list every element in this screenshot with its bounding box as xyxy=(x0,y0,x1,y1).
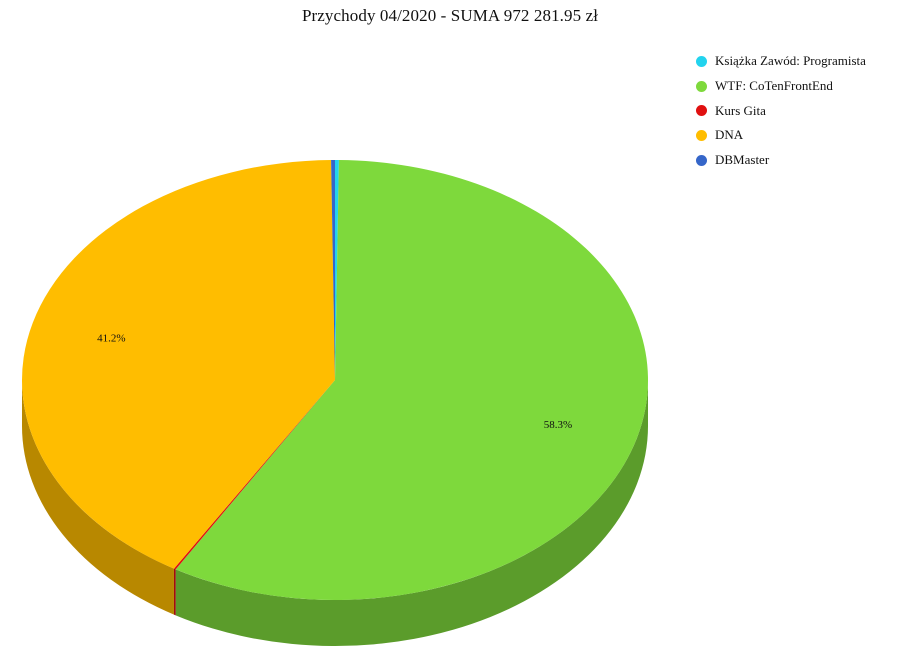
slice-label-wtf-cotenfrontend: 58.3% xyxy=(544,419,572,431)
legend-swatch xyxy=(696,154,707,166)
pie-side-wtf-cotenfrontend xyxy=(175,380,648,646)
pie-slice-dbmaster[interactable] xyxy=(331,160,335,380)
pie-slice-dna[interactable] xyxy=(22,160,335,569)
legend: Książka Zawód: Programista WTF: CoTenFron… xyxy=(696,49,866,172)
slice-label-dna: 41.2% xyxy=(97,333,125,345)
pie-side-kurs-gita xyxy=(173,568,176,616)
legend-swatch xyxy=(696,129,707,141)
chart-title: Przychody 04/2020 - SUMA 972 281.95 zł xyxy=(301,6,599,25)
pie-slice-ksi-ka-zaw-d-programista[interactable] xyxy=(335,160,339,380)
legend-label: DNA xyxy=(715,127,744,143)
legend-item-kurs-gita[interactable]: Kurs Gita xyxy=(696,98,866,123)
pie-side-dna xyxy=(22,380,174,615)
pie-slice-kurs-gita[interactable] xyxy=(173,380,335,570)
legend-label: Kurs Gita xyxy=(715,102,766,118)
legend-swatch xyxy=(696,105,707,117)
legend-label: WTF: CoTenFrontEnd xyxy=(715,78,833,94)
pie-sides xyxy=(22,380,648,646)
pie-slice-wtf-cotenfrontend[interactable] xyxy=(175,160,649,600)
pie-slices xyxy=(22,160,649,600)
legend-item-ksi-ka-zaw-d-programista[interactable]: Książka Zawód: Programista xyxy=(696,49,866,74)
legend-item-dbmaster[interactable]: DBMaster xyxy=(696,148,866,173)
pie-labels: 58.3% 41.2% xyxy=(97,333,572,431)
legend-item-wtf-cotenfrontend[interactable]: WTF: CoTenFrontEnd xyxy=(696,74,866,99)
legend-label: Książka Zawód: Programista xyxy=(715,53,866,69)
legend-label: DBMaster xyxy=(715,152,770,168)
legend-swatch xyxy=(696,80,707,92)
legend-swatch xyxy=(696,55,707,67)
legend-item-dna[interactable]: DNA xyxy=(696,123,866,148)
